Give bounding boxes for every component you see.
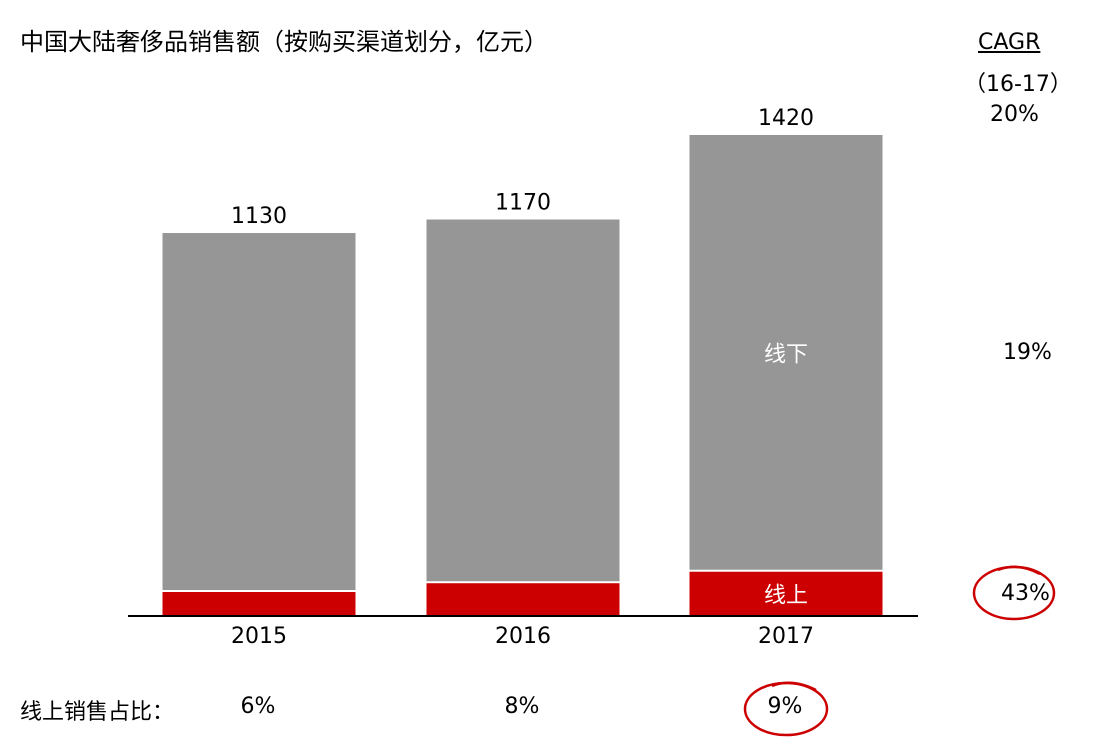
online-share-2016: 8% (504, 694, 540, 719)
cagr-period: （16-17） (964, 72, 1072, 97)
bar-offline-2017 (689, 135, 883, 570)
series-label-online: 线上 (764, 583, 808, 608)
chart-title: 中国大陆奢侈品销售额（按购买渠道划分，亿元） (20, 28, 548, 56)
total-label-2016: 1170 (495, 191, 551, 216)
series-label-offline: 线下 (764, 342, 808, 367)
total-label-2017: 1420 (758, 106, 814, 131)
total-label-2015: 1130 (231, 204, 287, 229)
x-tick-2015: 2015 (231, 624, 287, 649)
online-share-2017: 9% (767, 694, 803, 719)
cagr-header: CAGR (978, 30, 1041, 55)
cagr-highlight-circle (972, 565, 1056, 621)
online-share-2015: 6% (240, 694, 276, 719)
bar-online-2016 (426, 583, 620, 615)
cagr-online-value: 43% (1001, 581, 1050, 606)
cagr-offline-value: 19% (1003, 340, 1052, 365)
bar-online-2017 (689, 571, 883, 615)
share-highlight-circle (743, 681, 829, 737)
cagr-total-value: 20% (990, 102, 1039, 127)
bar-offline-2016 (426, 219, 620, 582)
x-tick-2016: 2016 (495, 624, 551, 649)
bar-offline-2015 (162, 233, 356, 591)
bar-online-2015 (162, 592, 356, 615)
online-share-label: 线上销售占比： (20, 700, 175, 725)
x-tick-2017: 2017 (758, 624, 814, 649)
